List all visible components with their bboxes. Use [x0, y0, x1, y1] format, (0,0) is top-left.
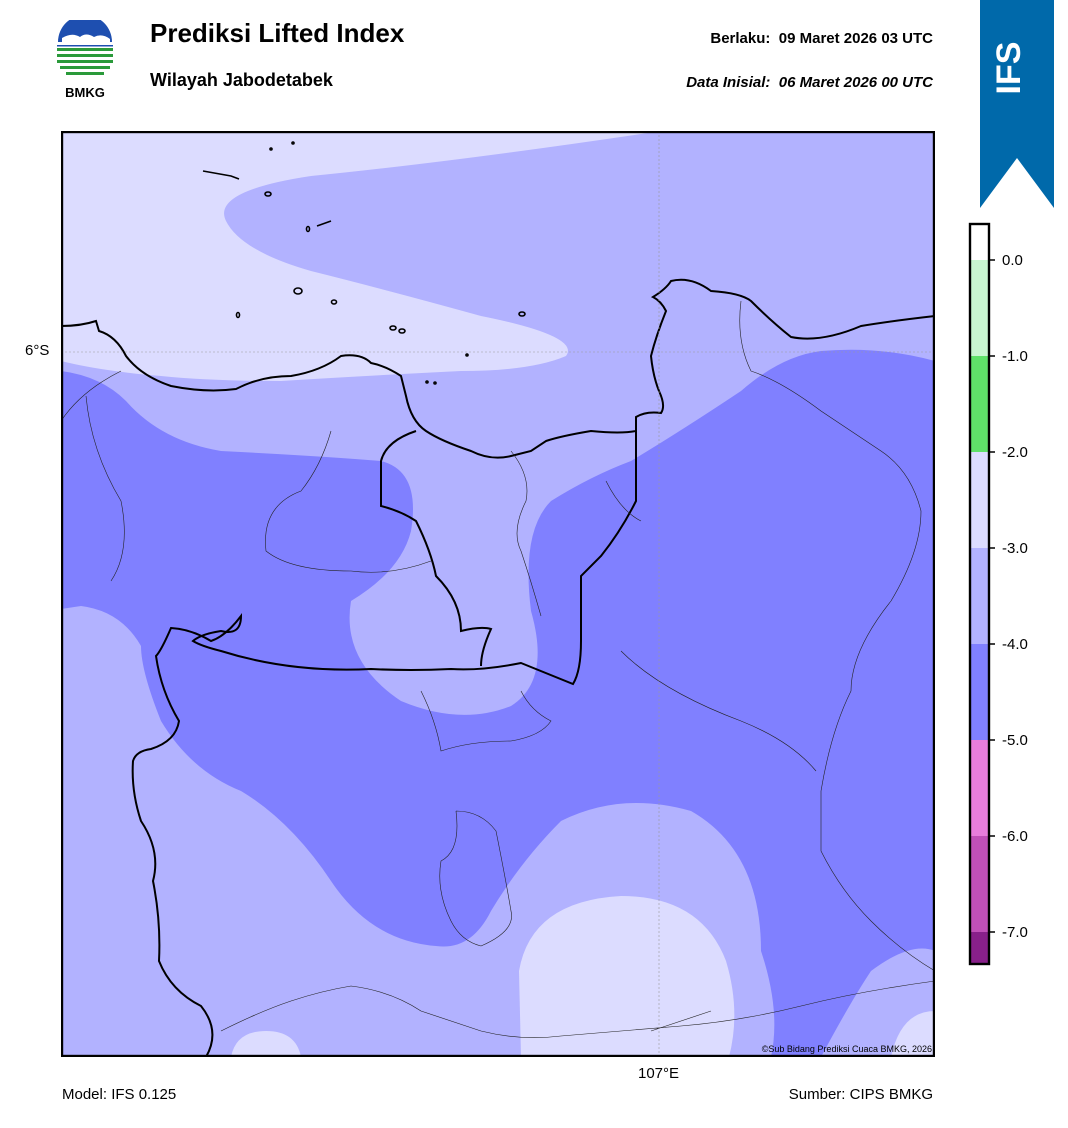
colorbar-bin: [970, 644, 989, 740]
ifs-ribbon: IFS: [980, 0, 1054, 208]
latitude-label: 6°S: [25, 342, 50, 359]
coastline-north: [61, 278, 935, 459]
colorbar-frame: [968, 222, 991, 966]
valid-time: Berlaku: 09 Maret 2026 03 UTC: [710, 30, 933, 47]
colorbar-tick-label: -3.0: [1002, 540, 1028, 557]
colorbar-tick-label: -1.0: [1002, 348, 1028, 365]
province-border: [131, 431, 638, 1057]
colorbar-tick-label: -4.0: [1002, 636, 1028, 653]
init-time: Data Inisial: 06 Maret 2026 00 UTC: [686, 74, 933, 91]
colorbar-bin: [970, 260, 989, 356]
logo-text: BMKG: [65, 85, 105, 100]
valid-time-value: 09 Maret 2026 03 UTC: [778, 30, 933, 47]
ribbon-label: IFS: [990, 42, 1028, 95]
map-credit: ©Sub Bidang Prediksi Cuaca BMKG, 2026: [761, 1044, 932, 1054]
contour-light-north: [61, 131, 661, 381]
contour-light-corner: [891, 1011, 935, 1057]
colorbar-tick-label: -2.0: [1002, 444, 1028, 461]
colorbar-cap: [970, 224, 989, 260]
colorbar-tick-label: 0.0: [1002, 252, 1023, 269]
map-frame: [61, 131, 935, 1057]
colorbar-bin: [970, 932, 989, 964]
page-title: Prediksi Lifted Index: [150, 18, 405, 48]
init-label: Data Inisial:: [686, 74, 771, 91]
colorbar-bin: [970, 740, 989, 836]
model-label: Model: IFS 0.125: [62, 1086, 177, 1103]
region-subtitle: Wilayah Jabodetabek: [150, 70, 333, 90]
init-time-value: 06 Maret 2026 00 UTC: [778, 74, 933, 91]
colorbar-tick-label: -6.0: [1002, 828, 1028, 845]
valid-label: Berlaku:: [710, 30, 771, 47]
contour-light-southwest: [231, 1031, 301, 1057]
contour-dark-main: [61, 349, 935, 1057]
bmkg-logo-icon: [57, 20, 113, 75]
contour-light-southeast: [519, 896, 735, 1057]
colorbar-bin: [970, 548, 989, 644]
lifted-index-colorbar: 0.0 -1.0 -2.0 -3.0 -4.0 -5.0 -6.0 -7.0: [968, 222, 1028, 966]
source-label: Sumber: CIPS BMKG: [788, 1086, 933, 1103]
colorbar-bin: [970, 452, 989, 548]
lifted-index-map: [61, 131, 935, 1057]
colorbar-tick-label: -5.0: [1002, 732, 1028, 749]
colorbar-bin: [970, 356, 989, 452]
thousand-islands: [202, 141, 526, 385]
district-lines: [61, 300, 935, 1038]
longitude-label: 107°E: [638, 1065, 680, 1082]
colorbar-bin: [970, 836, 989, 932]
jakarta-border: [380, 430, 493, 667]
colorbar-tick-label: -7.0: [1002, 924, 1028, 941]
